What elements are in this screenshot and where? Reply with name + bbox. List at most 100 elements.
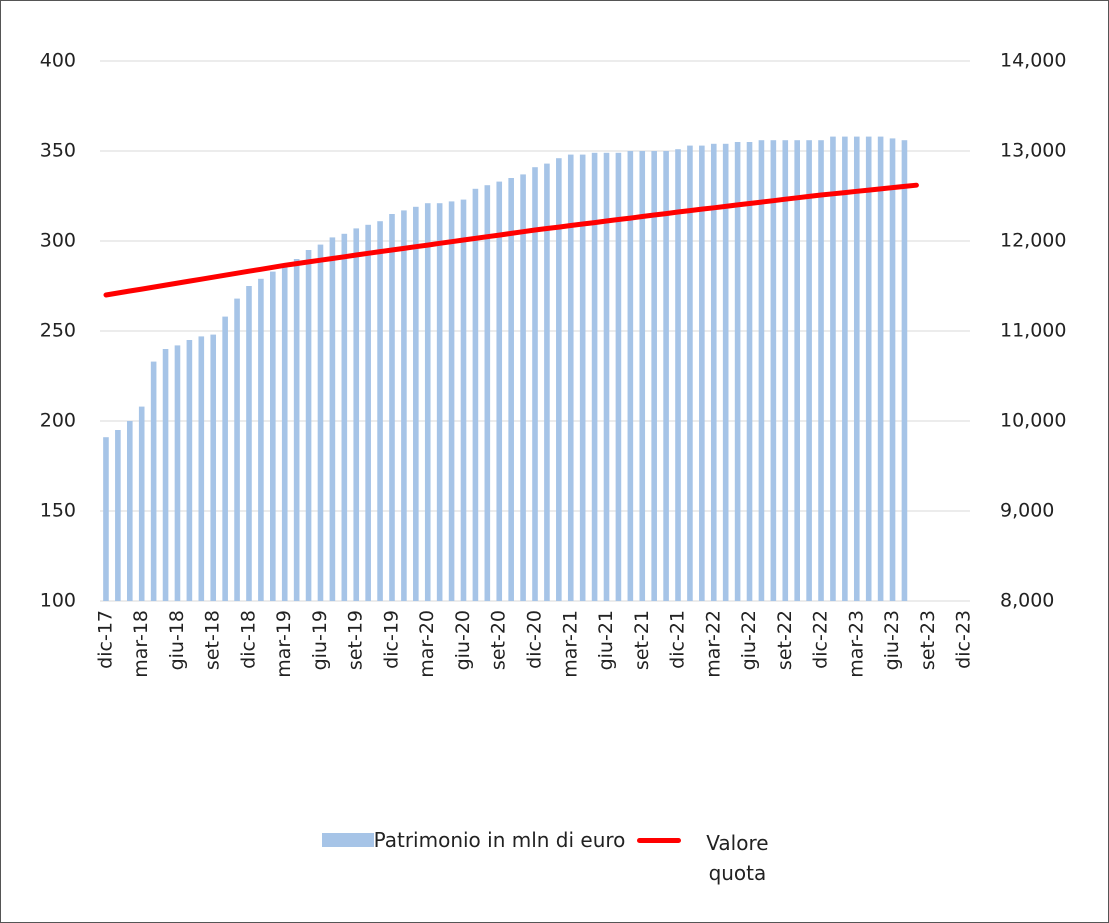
bar <box>353 228 360 601</box>
bar <box>722 143 729 602</box>
bar <box>341 233 348 602</box>
x-tick-label: mar-20 <box>416 610 438 678</box>
bar <box>126 421 133 601</box>
y-tick-label: 200 <box>40 410 76 432</box>
bar <box>508 178 514 601</box>
x-tick-label: set-20 <box>488 610 510 670</box>
bar <box>460 199 467 601</box>
bar <box>746 142 753 601</box>
x-tick-label: mar-22 <box>702 610 724 678</box>
x-tick-label: set-18 <box>202 610 224 670</box>
bar <box>484 185 491 601</box>
bar <box>115 430 121 601</box>
bar <box>865 136 872 601</box>
bar <box>615 152 622 602</box>
bar <box>770 140 777 601</box>
y2-tick-label: 13,000 <box>1000 140 1066 162</box>
y2-tick-label: 8,000 <box>1000 590 1054 612</box>
x-tick-label: dic-18 <box>237 610 259 669</box>
bar <box>520 174 526 601</box>
bar <box>258 278 264 601</box>
x-tick-label: dic-22 <box>810 610 832 669</box>
x-tick-label: dic-17 <box>94 610 116 669</box>
bar <box>210 334 217 601</box>
x-tick-label: mar-23 <box>845 610 867 678</box>
legend: Patrimonio in mln di euro Valore quota <box>0 828 1109 888</box>
bar <box>782 140 789 601</box>
bar <box>758 140 765 601</box>
x-tick-label: dic-21 <box>667 610 689 669</box>
x-tick-label: set-23 <box>917 610 939 670</box>
x-tick-label: set-19 <box>345 610 367 670</box>
bar <box>234 298 240 601</box>
bar <box>150 361 157 601</box>
bar <box>603 152 610 602</box>
bar <box>794 140 800 601</box>
bar <box>877 136 884 601</box>
bar <box>687 145 693 601</box>
legend-swatch <box>637 838 682 843</box>
bar <box>651 151 657 601</box>
bar <box>556 158 562 601</box>
bar <box>901 140 908 601</box>
bar <box>389 214 395 601</box>
bar <box>806 140 812 601</box>
x-tick-label: giu-18 <box>166 610 188 670</box>
bar <box>186 340 193 601</box>
legend-item: Patrimonio in mln di euro <box>321 828 625 852</box>
y-tick-label: 300 <box>40 230 76 252</box>
bar <box>436 203 443 601</box>
y2-tick-label: 9,000 <box>1000 500 1054 522</box>
bar <box>138 406 145 601</box>
bar <box>496 181 503 601</box>
x-tick-label: dic-20 <box>524 610 546 669</box>
x-tick-label: giu-20 <box>452 610 474 670</box>
y-tick-label: 350 <box>40 140 76 162</box>
bar <box>699 145 705 601</box>
y2-tick-label: 12,000 <box>1000 230 1066 252</box>
line <box>103 182 919 298</box>
x-tick-label: giu-19 <box>309 610 331 670</box>
x-tick-label: dic-23 <box>953 610 975 669</box>
x-tick-label: dic-19 <box>380 610 402 669</box>
bar <box>818 140 824 601</box>
bar <box>305 250 312 601</box>
y-tick-label: 150 <box>40 500 76 522</box>
x-tick-label: mar-21 <box>559 610 581 678</box>
y-tick-label: 100 <box>40 590 76 612</box>
bar <box>270 271 276 601</box>
bar <box>401 210 407 601</box>
bar <box>579 154 586 601</box>
bar <box>174 345 181 601</box>
bar <box>472 188 479 602</box>
bar <box>162 349 169 601</box>
bar <box>377 221 383 601</box>
x-tick-label: giu-22 <box>738 610 760 670</box>
bar <box>222 316 228 601</box>
x-tick-label: giu-21 <box>595 610 617 670</box>
bar <box>544 163 550 601</box>
y-tick-label: 400 <box>40 50 76 72</box>
bar <box>424 203 431 601</box>
bar <box>663 151 669 601</box>
bar <box>103 437 109 601</box>
x-tick-label: giu-23 <box>881 610 903 670</box>
bar <box>627 151 634 601</box>
bar <box>853 136 860 601</box>
x-tick-label: set-22 <box>774 610 796 670</box>
x-tick-label: mar-19 <box>273 610 295 678</box>
bar <box>591 152 598 602</box>
bar <box>365 224 371 602</box>
y2-tick-label: 14,000 <box>1000 50 1066 72</box>
legend-swatch <box>321 833 374 847</box>
legend-item: Valore quota <box>637 828 787 888</box>
bar <box>842 136 848 601</box>
bar <box>317 244 324 601</box>
y2-tick-label: 10,000 <box>1000 410 1066 432</box>
bar <box>246 286 252 601</box>
bar <box>448 201 455 601</box>
bar <box>532 167 538 601</box>
